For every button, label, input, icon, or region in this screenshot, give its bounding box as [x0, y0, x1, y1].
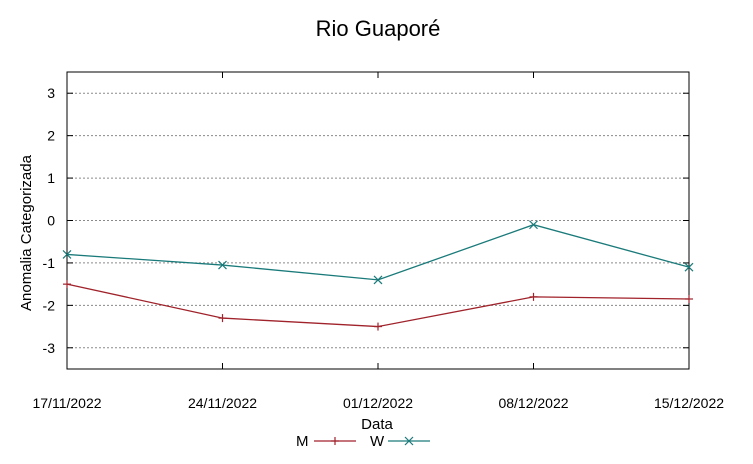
legend-label: W — [370, 433, 385, 450]
data-point — [529, 220, 538, 230]
y-tick-label: 0 — [47, 213, 55, 229]
y-axis-label: Anomalia Categorizada — [18, 154, 35, 311]
y-tick-label: -2 — [43, 297, 56, 313]
data-point — [373, 275, 383, 285]
data-point — [404, 436, 414, 446]
x-tick-label: 08/12/2022 — [498, 395, 568, 411]
x-tick-label: 01/12/2022 — [343, 395, 413, 411]
y-tick-label: -1 — [43, 255, 56, 271]
chart-title: Rio Guaporé — [316, 16, 441, 41]
series-line — [66, 224, 690, 281]
y-tick-label: 3 — [47, 85, 55, 101]
data-point — [218, 260, 227, 270]
series-W — [62, 220, 694, 285]
y-tick-label: 2 — [47, 128, 55, 144]
data-point — [62, 250, 72, 259]
y-tick-label: 1 — [47, 170, 55, 186]
x-tick-label: 17/11/2022 — [32, 395, 101, 411]
data-point — [684, 262, 694, 272]
y-tick-label: -3 — [43, 340, 56, 356]
x-tick-label: 15/12/2022 — [654, 395, 724, 411]
series-M — [63, 280, 693, 331]
x-tick-label: 24/11/2022 — [188, 395, 257, 411]
legend-label: M — [296, 433, 309, 450]
x-axis-label: Data — [361, 416, 393, 433]
